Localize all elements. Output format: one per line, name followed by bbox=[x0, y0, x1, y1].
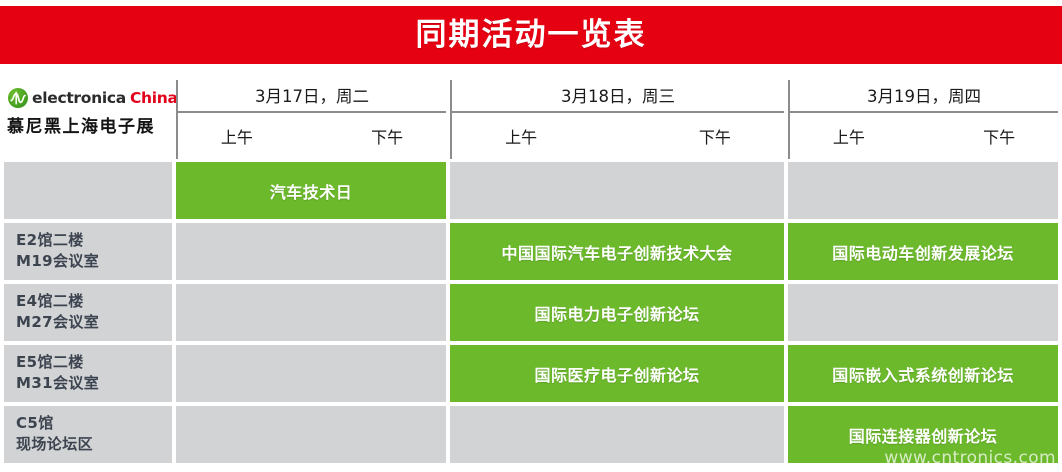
venue-label-line2-3: M27会议室 bbox=[16, 313, 100, 331]
session-title-r3-d18: 国际电力电子创新论坛 bbox=[534, 304, 700, 324]
day-am-1: 上午 bbox=[220, 128, 253, 147]
venue-label-line1-5: C5馆 bbox=[16, 414, 54, 432]
day-pm-3: 下午 bbox=[983, 128, 1016, 147]
page-title-banner: 同期活动一览表 bbox=[0, 6, 1062, 64]
table-row: E4馆二楼 M27会议室 国际电力电子创新论坛 bbox=[0, 284, 1062, 341]
schedule-grid: 汽车技术日 E2馆二楼 M19会议室 中国国际汽车电子创新技术大会 国际电动车创… bbox=[0, 160, 1062, 468]
day-date-3: 3月19日，周四 bbox=[790, 80, 1058, 113]
day-am-2: 上午 bbox=[505, 128, 538, 147]
venue-label-line1-3: E4馆二楼 bbox=[16, 292, 84, 310]
session-cell-r3-d17 bbox=[176, 284, 446, 341]
session-cell-r5-d18 bbox=[450, 406, 784, 463]
session-cell-r3-d19 bbox=[788, 284, 1058, 341]
day-column-header-2: 3月18日，周三 上午 下午 bbox=[450, 80, 784, 159]
venue-label-cell-1 bbox=[4, 162, 172, 219]
session-cell-r2-d18[interactable]: 中国国际汽车电子创新技术大会 bbox=[450, 223, 784, 280]
session-title-r5-d19: 国际连接器创新论坛 bbox=[848, 426, 998, 446]
session-cell-r1-d18 bbox=[450, 162, 784, 219]
session-cell-r3-d18[interactable]: 国际电力电子创新论坛 bbox=[450, 284, 784, 341]
day-pm-1: 下午 bbox=[371, 128, 404, 147]
table-row: 汽车技术日 bbox=[0, 162, 1062, 219]
session-title-r2-d19: 国际电动车创新发展论坛 bbox=[832, 243, 1014, 263]
table-row: E2馆二楼 M19会议室 中国国际汽车电子创新技术大会 国际电动车创新发展论坛 bbox=[0, 223, 1062, 280]
venue-label-cell-3: E4馆二楼 M27会议室 bbox=[4, 284, 172, 341]
page-title: 同期活动一览表 bbox=[415, 16, 647, 53]
session-cell-r2-d17 bbox=[176, 223, 446, 280]
day-date-1: 3月17日，周二 bbox=[178, 80, 446, 113]
session-cell-r4-d17 bbox=[176, 345, 446, 402]
logo-brand-region: China bbox=[129, 89, 178, 107]
logo-subtitle: 慕尼黑上海电子展 bbox=[7, 117, 155, 137]
day-date-2: 3月18日，周三 bbox=[452, 80, 784, 113]
venue-label-line2-2: M19会议室 bbox=[16, 252, 100, 270]
day-halves-3: 上午 下午 bbox=[790, 113, 1058, 159]
session-cell-r1-d17[interactable]: 汽车技术日 bbox=[176, 162, 446, 219]
exhibition-logo: electronica China 慕尼黑上海电子展 bbox=[4, 80, 178, 159]
venue-label-cell-4: E5馆二楼 M31会议室 bbox=[4, 345, 172, 402]
table-row: E5馆二楼 M31会议室 国际医疗电子创新论坛 国际嵌入式系统创新论坛 bbox=[0, 345, 1062, 402]
session-cell-r4-d19[interactable]: 国际嵌入式系统创新论坛 bbox=[788, 345, 1058, 402]
logo-brand-row: electronica China bbox=[8, 88, 178, 108]
venue-label-line1-4: E5馆二楼 bbox=[16, 353, 84, 371]
venue-label-cell-2: E2馆二楼 M19会议室 bbox=[4, 223, 172, 280]
day-am-3: 上午 bbox=[832, 128, 865, 147]
day-column-header-1: 3月17日，周二 上午 下午 bbox=[176, 80, 446, 159]
session-title-r1-d17: 汽车技术日 bbox=[269, 182, 353, 202]
day-halves-2: 上午 下午 bbox=[452, 113, 784, 159]
venue-label-line2-4: M31会议室 bbox=[16, 374, 100, 392]
logo-brand-main: electronica bbox=[32, 89, 126, 107]
day-column-header-3: 3月19日，周四 上午 下午 bbox=[788, 80, 1058, 159]
venue-label-line2-5: 现场论坛区 bbox=[16, 435, 94, 453]
table-row: C5馆 现场论坛区 国际连接器创新论坛 bbox=[0, 406, 1062, 463]
session-cell-r5-d19[interactable]: 国际连接器创新论坛 bbox=[788, 406, 1058, 463]
session-title-r4-d18: 国际医疗电子创新论坛 bbox=[534, 365, 700, 385]
venue-label-line1-2: E2馆二楼 bbox=[16, 231, 84, 249]
session-cell-r1-d19 bbox=[788, 162, 1058, 219]
day-halves-1: 上午 下午 bbox=[178, 113, 446, 159]
session-cell-r4-d18[interactable]: 国际医疗电子创新论坛 bbox=[450, 345, 784, 402]
session-title-r4-d19: 国际嵌入式系统创新论坛 bbox=[832, 365, 1014, 385]
logo-brand-text: electronica China bbox=[32, 89, 178, 107]
day-pm-2: 下午 bbox=[698, 128, 731, 147]
electronica-wave-logo-icon bbox=[8, 88, 28, 108]
venue-label-cell-5: C5馆 现场论坛区 bbox=[4, 406, 172, 463]
table-header: electronica China 慕尼黑上海电子展 3月17日，周二 上午 下午… bbox=[0, 80, 1062, 159]
session-cell-r5-d17 bbox=[176, 406, 446, 463]
session-cell-r2-d19[interactable]: 国际电动车创新发展论坛 bbox=[788, 223, 1058, 280]
session-title-r2-d18: 中国国际汽车电子创新技术大会 bbox=[501, 243, 733, 263]
